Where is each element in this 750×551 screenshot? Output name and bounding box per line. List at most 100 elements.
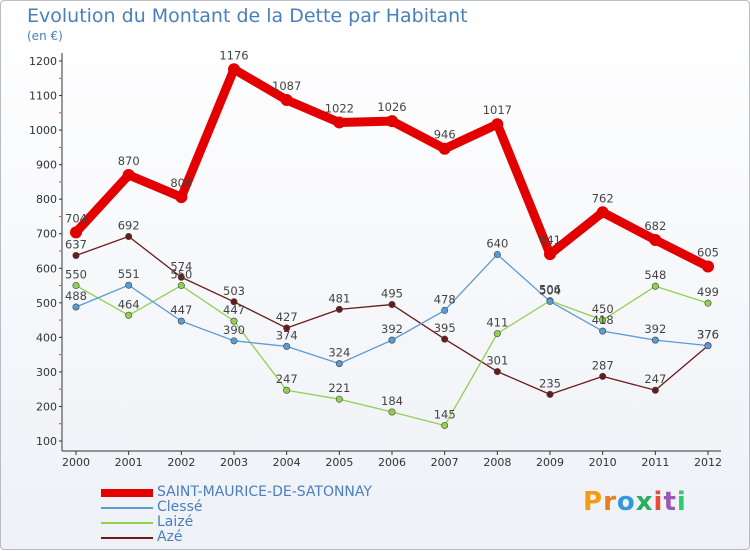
data-label: 704 <box>65 211 87 225</box>
data-point <box>280 94 293 107</box>
series-line-0 <box>71 64 713 272</box>
data-label: 221 <box>328 381 350 395</box>
data-label: 247 <box>276 372 298 386</box>
x-tick-label: 2008 <box>483 456 511 469</box>
data-label: 550 <box>65 268 87 282</box>
data-point <box>335 395 343 403</box>
data-label: 1022 <box>325 101 354 115</box>
data-point <box>125 281 133 289</box>
data-point <box>228 63 240 76</box>
data-point <box>441 421 449 429</box>
x-tick-label: 2003 <box>220 456 248 469</box>
data-point <box>70 226 82 239</box>
data-label: 1087 <box>272 79 301 93</box>
data-point <box>177 317 185 325</box>
y-tick-label: 700 <box>36 228 57 241</box>
y-tick-label: 900 <box>36 159 57 172</box>
chart-legend: SAINT-MAURICE-DE-SATONNAY Clessé Laizé Azé <box>101 485 372 545</box>
brand-letter: t <box>663 487 677 517</box>
y-tick-label: 800 <box>36 193 57 206</box>
data-point <box>72 303 80 311</box>
legend-label: Laizé <box>157 514 194 530</box>
data-point <box>72 251 80 259</box>
data-point <box>230 317 238 325</box>
data-label: 1176 <box>219 48 248 62</box>
data-label: 376 <box>697 328 719 342</box>
data-label: 427 <box>276 310 298 324</box>
data-label: 235 <box>539 376 561 390</box>
data-point <box>493 368 501 376</box>
data-label: 392 <box>381 322 403 336</box>
data-point <box>177 273 185 281</box>
data-label: 550 <box>170 268 192 282</box>
data-label: 301 <box>486 354 508 368</box>
data-point <box>544 248 556 261</box>
data-point <box>388 408 396 416</box>
data-point <box>441 335 449 343</box>
y-tick-label: 400 <box>36 331 57 344</box>
legend-item: Laizé <box>101 515 372 530</box>
data-label: 392 <box>644 322 666 336</box>
data-label: 682 <box>644 219 666 233</box>
data-label: 806 <box>170 176 192 190</box>
brand-letter: x <box>635 487 654 517</box>
legend-swatch <box>101 506 153 509</box>
x-tick-label: 2006 <box>378 456 406 469</box>
data-label: 488 <box>65 289 87 303</box>
data-point <box>333 116 346 129</box>
data-label: 447 <box>170 303 192 317</box>
data-point <box>175 191 188 204</box>
data-label: 504 <box>539 283 561 297</box>
y-tick-label: 500 <box>36 297 57 310</box>
data-point <box>72 282 80 290</box>
data-point <box>493 330 501 338</box>
data-label: 390 <box>223 323 245 337</box>
data-label: 184 <box>381 394 403 408</box>
data-label: 605 <box>697 246 719 260</box>
x-tick-label: 2010 <box>589 456 617 469</box>
data-point <box>649 233 662 246</box>
data-point <box>388 336 396 344</box>
legend-label: Azé <box>157 529 183 545</box>
chart-title: Evolution du Montant de la Dette par Hab… <box>27 5 468 27</box>
data-point <box>283 342 291 350</box>
data-point <box>599 327 607 335</box>
legend-item: SAINT-MAURICE-DE-SATONNAY <box>101 485 372 500</box>
data-label: 418 <box>592 313 614 327</box>
legend-item: Clessé <box>101 500 372 515</box>
x-tick-label: 2000 <box>62 456 90 469</box>
chart-subtitle: (en €) <box>27 29 63 43</box>
brand-letter: i <box>676 487 687 517</box>
x-tick-label: 2007 <box>431 456 459 469</box>
data-label: 692 <box>118 218 140 232</box>
data-label: 640 <box>486 236 508 250</box>
brand-logo: Proxiti <box>583 487 687 517</box>
data-label: 287 <box>592 358 614 372</box>
data-point <box>177 282 185 290</box>
x-tick-label: 2001 <box>115 456 143 469</box>
data-label: 481 <box>328 291 350 305</box>
data-point <box>651 282 659 290</box>
data-point <box>546 390 554 398</box>
data-point <box>493 250 501 258</box>
data-label: 499 <box>697 285 719 299</box>
brand-letter: i <box>653 487 664 517</box>
legend-label: Clessé <box>157 499 203 515</box>
data-point <box>651 386 659 394</box>
data-point <box>230 337 238 345</box>
y-tick-label: 200 <box>36 400 57 413</box>
y-tick-label: 1200 <box>29 55 57 68</box>
data-point <box>125 232 133 240</box>
brand-letter: o <box>616 487 636 517</box>
y-tick-label: 1000 <box>29 124 57 137</box>
y-tick-label: 100 <box>36 435 57 448</box>
data-point <box>386 115 398 128</box>
data-label: 574 <box>170 259 192 273</box>
data-label: 506 <box>539 283 561 297</box>
data-label: 637 <box>65 237 87 251</box>
legend-swatch <box>101 536 153 539</box>
data-label: 450 <box>592 302 614 316</box>
data-point <box>283 324 291 332</box>
data-point <box>596 206 609 219</box>
